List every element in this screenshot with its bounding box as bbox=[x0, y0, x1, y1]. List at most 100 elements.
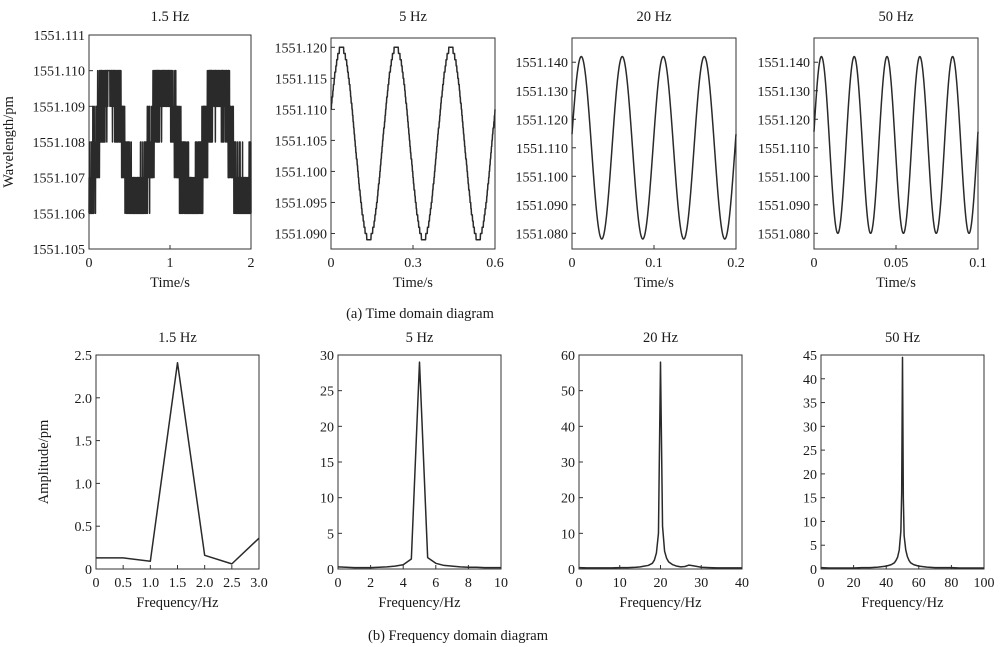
x-tick-label: 0.5 bbox=[114, 576, 132, 591]
panel-title: 5 Hz bbox=[399, 9, 427, 25]
y-tick-label: 0.5 bbox=[75, 520, 93, 535]
y-tick-label: 20 bbox=[803, 468, 817, 483]
y-tick-label: 45 bbox=[803, 349, 817, 364]
x-tick-label: 2 bbox=[367, 576, 374, 591]
x-axis-label: Frequency/Hz bbox=[378, 595, 461, 611]
y-tick-label: 5 bbox=[810, 539, 817, 554]
x-tick-label: 0 bbox=[335, 576, 342, 591]
y-tick-label: 1551.100 bbox=[516, 170, 569, 185]
y-tick-label: 1551.110 bbox=[33, 65, 85, 80]
y-tick-label: 20 bbox=[561, 492, 575, 507]
x-tick-label: 20 bbox=[847, 576, 861, 591]
x-tick-label: 8 bbox=[465, 576, 472, 591]
x-axis-label: Frequency/Hz bbox=[619, 595, 702, 611]
chart-f1: 1.5 Hz 0 0.5 1.0 1.5 2.0 2.5 3.0 0 0.5 1.0 1.5 2.0 2.… bbox=[36, 330, 268, 611]
chart-f2: 5 Hz 0 2 4 6 8 10 0 5 10 15 20 25 30 Frequency/Hz bbox=[320, 330, 508, 611]
y-tick-label: 1551.107 bbox=[33, 172, 86, 187]
y-tick-label: 1551.100 bbox=[758, 170, 811, 185]
y-tick-label: 1551.108 bbox=[33, 136, 86, 151]
y-tick-label: 25 bbox=[320, 385, 334, 400]
x-tick-label: 0.2 bbox=[727, 256, 745, 271]
y-tick-label: 1551.140 bbox=[516, 56, 569, 71]
series-line bbox=[96, 361, 260, 565]
y-tick-label: 0 bbox=[810, 563, 817, 578]
y-tick-label: 1551.080 bbox=[516, 227, 569, 242]
y-tick-label: 1551.095 bbox=[275, 196, 328, 211]
y-tick-label: 1551.140 bbox=[758, 56, 811, 71]
y-tick-label: 0 bbox=[568, 563, 575, 578]
x-tick-label: 0 bbox=[86, 256, 93, 271]
x-tick-label: 30 bbox=[694, 576, 708, 591]
y-tick-label: 10 bbox=[320, 492, 334, 507]
y-tick-label: 1551.105 bbox=[275, 134, 328, 149]
y-tick-label: 15 bbox=[803, 492, 817, 507]
y-tick-label: 1551.090 bbox=[758, 199, 811, 214]
x-tick-label: 0.05 bbox=[884, 256, 909, 271]
y-tick-label: 1551.110 bbox=[275, 103, 327, 118]
x-tick-label: 40 bbox=[879, 576, 893, 591]
x-tick-label: 1.5 bbox=[169, 576, 187, 591]
caption-time-domain: (a) Time domain diagram bbox=[346, 306, 495, 322]
y-tick-label: 1551.090 bbox=[516, 199, 569, 214]
x-tick-label: 0.3 bbox=[404, 256, 422, 271]
y-tick-label: 2.0 bbox=[75, 392, 93, 407]
caption-frequency-domain: (b) Frequency domain diagram bbox=[368, 628, 549, 644]
y-tick-label: 30 bbox=[320, 349, 334, 364]
series-line bbox=[88, 69, 252, 215]
panel-title: 20 Hz bbox=[643, 330, 679, 346]
x-tick-label: 20 bbox=[654, 576, 668, 591]
x-tick-label: 4 bbox=[400, 576, 407, 591]
y-tick-label: 1551.130 bbox=[516, 85, 569, 100]
x-axis-label: Frequency/Hz bbox=[861, 595, 944, 611]
plot-frame bbox=[813, 37, 979, 250]
y-tick-label: 40 bbox=[561, 420, 575, 435]
x-tick-label: 0.6 bbox=[486, 256, 504, 271]
y-tick-label: 25 bbox=[803, 444, 817, 459]
panel-title: 20 Hz bbox=[636, 9, 672, 25]
x-tick-label: 0 bbox=[811, 256, 818, 271]
chart-t2: 5 Hz 0 0.3 0.6 1551.090 1551.095 1551.100 1551.… bbox=[275, 9, 504, 291]
x-tick-label: 6 bbox=[432, 576, 439, 591]
x-tick-label: 0 bbox=[569, 256, 576, 271]
series-line bbox=[571, 55, 737, 240]
x-tick-label: 10 bbox=[494, 576, 508, 591]
panel-title: 50 Hz bbox=[878, 9, 914, 25]
chart-t4: 50 Hz 0 0.05 0.1 1551.080 1551.090 1551.100 155… bbox=[758, 9, 987, 291]
y-tick-label: 30 bbox=[561, 456, 575, 471]
y-tick-label: 1551.120 bbox=[758, 113, 811, 128]
x-tick-label: 3.0 bbox=[250, 576, 268, 591]
x-axis-label: Time/s bbox=[634, 275, 674, 291]
panel-title: 1.5 Hz bbox=[151, 9, 190, 25]
x-axis-label: Time/s bbox=[393, 275, 433, 291]
x-tick-label: 40 bbox=[735, 576, 749, 591]
panel-title: 5 Hz bbox=[406, 330, 434, 346]
x-tick-label: 2.5 bbox=[223, 576, 241, 591]
y-tick-label: 5 bbox=[327, 527, 334, 542]
y-tick-label: 1551.110 bbox=[758, 142, 810, 157]
y-tick-label: 10 bbox=[561, 527, 575, 542]
y-tick-label: 1551.110 bbox=[516, 142, 568, 157]
x-tick-label: 2.0 bbox=[196, 576, 214, 591]
x-tick-label: 100 bbox=[974, 576, 995, 591]
chart-f3: 20 Hz 0 10 20 30 40 0 10 20 30 40 50 60 Frequency/Hz bbox=[561, 330, 749, 611]
chart-f4: 50 Hz 0 20 40 60 80 100 0 5 10 15 20 25 30 35 40 45 Frequ… bbox=[803, 330, 995, 611]
x-axis-label: Time/s bbox=[150, 275, 190, 291]
y-axis-label: Amplitude/pm bbox=[36, 419, 52, 504]
y-tick-label: 1551.130 bbox=[758, 85, 811, 100]
y-tick-label: 2.5 bbox=[75, 349, 93, 364]
y-tick-label: 0 bbox=[327, 563, 334, 578]
chart-t1: 1.5 Hz 0 1 2 1551.105 1551.106 1551.107 1551.10… bbox=[1, 9, 255, 291]
panel-title: 1.5 Hz bbox=[158, 330, 197, 346]
series-line bbox=[813, 55, 979, 235]
chart-t3: 20 Hz 0 0.1 0.2 1551.080 1551.090 1551.100 1551… bbox=[516, 9, 745, 291]
x-axis-label: Time/s bbox=[876, 275, 916, 291]
x-axis-label: Frequency/Hz bbox=[136, 595, 219, 611]
x-tick-label: 0 bbox=[576, 576, 583, 591]
plot-frame bbox=[95, 354, 260, 570]
y-tick-label: 1551.080 bbox=[758, 227, 811, 242]
plot-frame bbox=[337, 354, 502, 570]
y-tick-label: 1551.120 bbox=[275, 41, 328, 56]
x-tick-label: 1 bbox=[167, 256, 174, 271]
y-tick-label: 60 bbox=[561, 349, 575, 364]
x-tick-label: 0 bbox=[328, 256, 335, 271]
